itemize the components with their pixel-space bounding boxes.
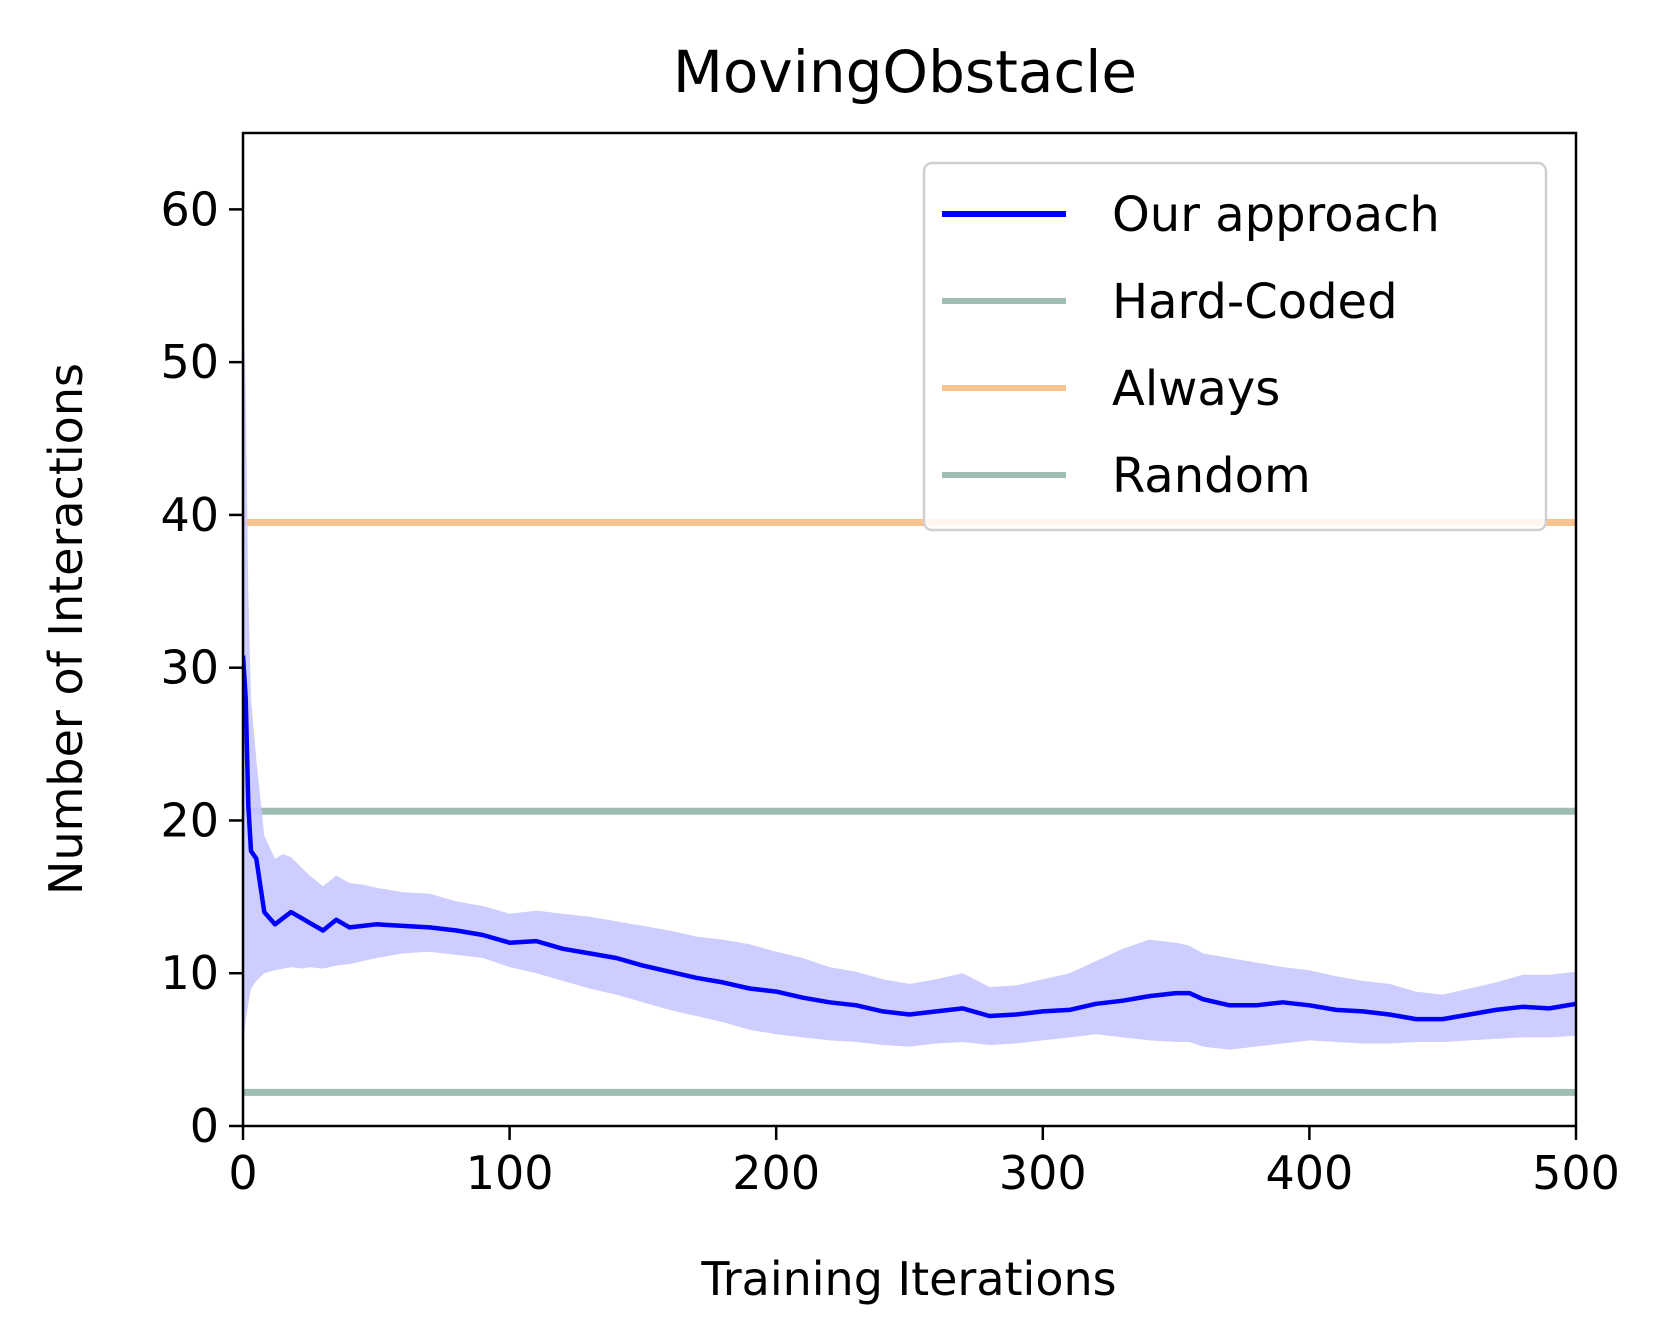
legend-label-random: Random bbox=[1112, 448, 1311, 504]
x-tick-label: 100 bbox=[466, 1146, 554, 1200]
y-axis-label: Number of Interactions bbox=[39, 363, 93, 895]
series-line-our-approach bbox=[243, 655, 1576, 1022]
y-tick-label: 30 bbox=[160, 641, 219, 695]
chart-title: MovingObstacle bbox=[673, 38, 1137, 106]
x-tick-label: 400 bbox=[1265, 1146, 1353, 1200]
y-tick-label: 0 bbox=[190, 1099, 219, 1153]
y-tick-label: 60 bbox=[160, 182, 219, 236]
y-axis: 0 10 20 30 40 50 60 bbox=[160, 182, 243, 1153]
y-tick-label: 50 bbox=[160, 335, 219, 389]
legend-label-always: Always bbox=[1112, 361, 1280, 417]
y-tick-label: 40 bbox=[160, 488, 219, 542]
x-axis: 0 100 200 300 400 500 bbox=[228, 1126, 1620, 1200]
x-axis-label: Training Iterations bbox=[700, 1252, 1116, 1306]
plot-area bbox=[243, 285, 1576, 1096]
legend-box bbox=[922, 161, 1548, 532]
x-tick-label: 500 bbox=[1532, 1146, 1620, 1200]
plot-frame bbox=[241, 131, 1578, 1128]
x-tick-label: 0 bbox=[228, 1146, 257, 1200]
legend-label-our-approach: Our approach bbox=[1112, 187, 1440, 243]
x-tick-label: 300 bbox=[999, 1146, 1087, 1200]
y-tick-label: 10 bbox=[160, 946, 219, 1000]
y-tick-label: 20 bbox=[160, 793, 219, 847]
legend-label-hard-coded: Hard-Coded bbox=[1112, 274, 1398, 330]
legend: Our approach Hard-Coded Always Random bbox=[922, 161, 1548, 532]
x-tick-label: 200 bbox=[732, 1146, 820, 1200]
